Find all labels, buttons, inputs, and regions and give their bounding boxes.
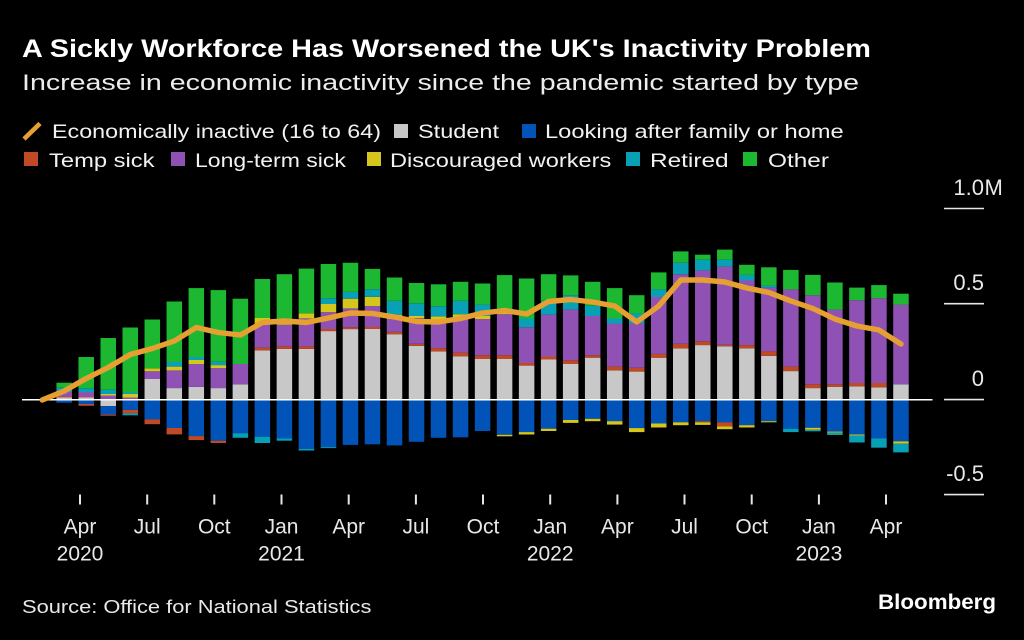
svg-text:M: M: [985, 175, 1003, 200]
svg-text:Oct: Oct: [735, 516, 768, 539]
svg-text:Jul: Jul: [402, 516, 429, 539]
svg-text:2021: 2021: [258, 543, 305, 566]
svg-text:-0.5: -0.5: [946, 461, 984, 486]
svg-text:0: 0: [972, 366, 984, 391]
svg-text:Oct: Oct: [198, 516, 231, 539]
svg-text:2020: 2020: [57, 543, 104, 566]
svg-text:Jan: Jan: [802, 516, 836, 539]
svg-text:2022: 2022: [527, 543, 574, 566]
svg-text:Jul: Jul: [671, 516, 698, 539]
svg-text:Jan: Jan: [265, 516, 299, 539]
svg-text:1.0: 1.0: [953, 175, 984, 200]
svg-text:0.5: 0.5: [953, 270, 984, 295]
svg-text:Jul: Jul: [134, 516, 161, 539]
svg-text:Apr: Apr: [870, 516, 903, 539]
svg-text:Oct: Oct: [467, 516, 500, 539]
svg-text:Apr: Apr: [64, 516, 97, 539]
svg-text:Apr: Apr: [332, 516, 365, 539]
svg-text:Apr: Apr: [601, 516, 634, 539]
svg-text:Jan: Jan: [533, 516, 567, 539]
svg-text:2023: 2023: [796, 543, 843, 566]
